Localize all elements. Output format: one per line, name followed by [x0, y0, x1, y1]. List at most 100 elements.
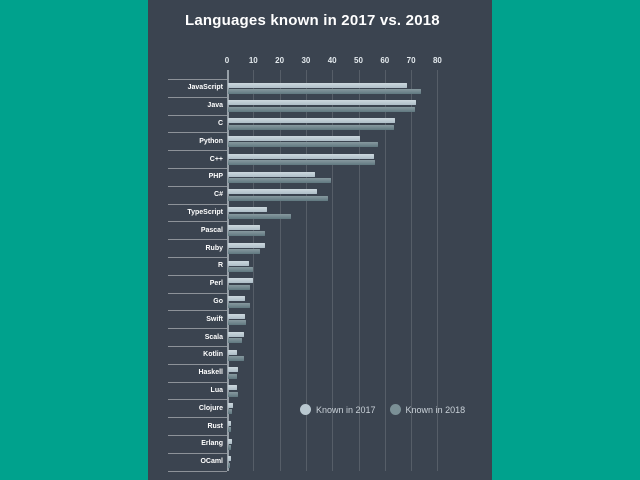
bar-2018-java[interactable] [228, 106, 415, 112]
bar-2018-php[interactable] [228, 178, 331, 183]
bar-2018-swift[interactable] [228, 320, 247, 326]
bar-2017-javascript[interactable] [228, 82, 407, 88]
bar-2017-c-[interactable] [228, 153, 374, 159]
bar-2017-swift[interactable] [228, 313, 246, 319]
category-label-scala: Scala [204, 333, 223, 341]
y-axis-line [226, 70, 229, 471]
legend-item-2017[interactable]: Known in 2017 [300, 404, 376, 415]
bar-2018-c-[interactable] [228, 195, 328, 201]
bar-2017-clojure[interactable] [228, 402, 233, 408]
category-separator [168, 417, 227, 419]
bar-2017-pascal[interactable] [228, 224, 260, 230]
category-label-go: Go [213, 298, 223, 305]
x-tick-label-50: 50 [354, 56, 363, 65]
gridline-x-70 [411, 70, 413, 471]
bar-2017-haskell[interactable] [228, 367, 238, 373]
x-tick-label-70: 70 [406, 56, 416, 65]
bar-2017-lua[interactable] [228, 385, 237, 391]
legend-label: Known in 2018 [405, 404, 466, 415]
bar-2018-perl[interactable] [228, 284, 251, 290]
category-separator [168, 399, 227, 401]
category-separator [168, 274, 227, 276]
category-label-javascript: JavaScript [187, 84, 223, 92]
bar-2018-scala[interactable] [228, 338, 243, 344]
category-separator [168, 185, 227, 187]
bar-2018-haskell[interactable] [228, 373, 237, 379]
plot-area: 0 10 20 30 40 50 60 70 80 JavaScript Java C Python C+… [148, 0, 492, 480]
bar-2017-kotlin[interactable] [228, 349, 238, 355]
gridline-x-50 [358, 70, 360, 471]
bar-2017-rust[interactable] [228, 420, 231, 426]
bar-2018-typescript[interactable] [228, 213, 292, 219]
gridline-x-80 [437, 70, 439, 471]
category-separator [168, 203, 227, 205]
category-label-rust: Rust [207, 422, 223, 430]
category-separator [168, 96, 227, 98]
category-separator [168, 257, 227, 258]
gridline-x-60 [384, 70, 386, 471]
bar-2017-erlang[interactable] [228, 438, 232, 444]
bar-2018-ocaml[interactable] [228, 462, 231, 468]
category-separator [168, 310, 227, 312]
category-label-php: PHP [208, 173, 223, 181]
bar-2018-clojure[interactable] [228, 409, 232, 415]
bar-2018-pascal[interactable] [228, 231, 265, 237]
bar-2017-ocaml[interactable] [228, 456, 231, 462]
bar-2017-perl[interactable] [228, 278, 253, 284]
x-tick-label-80: 80 [432, 56, 442, 65]
bar-2017-go[interactable] [228, 296, 246, 302]
category-label-clojure: Clojure [198, 404, 223, 412]
bar-2017-java[interactable] [228, 100, 417, 106]
x-tick-label-40: 40 [327, 56, 337, 65]
legend-item-2018[interactable]: Known in 2018 [389, 404, 466, 415]
x-tick-label-30: 30 [301, 56, 311, 65]
bar-2018-rust[interactable] [228, 427, 232, 433]
category-label-c-: C++ [209, 155, 223, 163]
bar-2017-ruby[interactable] [228, 242, 265, 248]
bar-2018-kotlin[interactable] [228, 356, 244, 361]
bar-2018-lua[interactable] [228, 391, 238, 397]
category-label-python: Python [199, 137, 223, 145]
category-separator [168, 292, 227, 294]
gridline-x-30 [305, 70, 307, 471]
bar-2017-scala[interactable] [228, 331, 244, 337]
bar-2018-javascript[interactable] [228, 89, 422, 94]
x-tick-label-0: 0 [224, 56, 230, 65]
bar-2018-erlang[interactable] [228, 445, 231, 450]
category-label-swift: Swift [206, 315, 223, 323]
bar-2018-go[interactable] [228, 302, 251, 308]
bar-2018-c[interactable] [228, 124, 394, 130]
bar-2018-python[interactable] [228, 142, 378, 148]
bar-2018-r[interactable] [228, 267, 253, 272]
chart-panel: Languages known in 2017 vs. 2018 0 10 20 30… [148, 0, 492, 480]
category-label-lua: Lua [210, 387, 223, 394]
category-separator [168, 79, 227, 80]
bar-2017-r[interactable] [228, 260, 250, 266]
legend-swatch-icon [389, 404, 401, 415]
x-tick-label-10: 10 [248, 56, 258, 65]
category-separator [168, 381, 227, 383]
bar-2017-typescript[interactable] [228, 207, 268, 213]
gridline-x-10 [253, 70, 255, 471]
bar-2017-c[interactable] [228, 118, 395, 124]
category-label-haskell: Haskell [198, 369, 223, 377]
gridline-x-40 [332, 70, 334, 471]
category-separator [168, 470, 227, 472]
category-separator [168, 168, 227, 169]
legend-swatch-icon [300, 404, 311, 415]
bar-2017-python[interactable] [228, 135, 360, 141]
legend: Known in 2017 Known in 2018 [300, 404, 465, 415]
category-label-c: C [217, 120, 223, 127]
gridline-x-20 [279, 70, 281, 471]
bar-2018-ruby[interactable] [228, 249, 260, 255]
bar-2017-php[interactable] [228, 171, 315, 177]
legend-label: Known in 2017 [316, 404, 376, 415]
bar-2017-c-[interactable] [228, 189, 318, 195]
category-separator [168, 452, 227, 454]
category-label-pascal: Pascal [200, 226, 223, 234]
x-tick-label-60: 60 [380, 56, 390, 65]
bar-2018-c-[interactable] [228, 160, 376, 166]
x-tick-label-20: 20 [275, 56, 285, 65]
category-separator [168, 114, 227, 116]
